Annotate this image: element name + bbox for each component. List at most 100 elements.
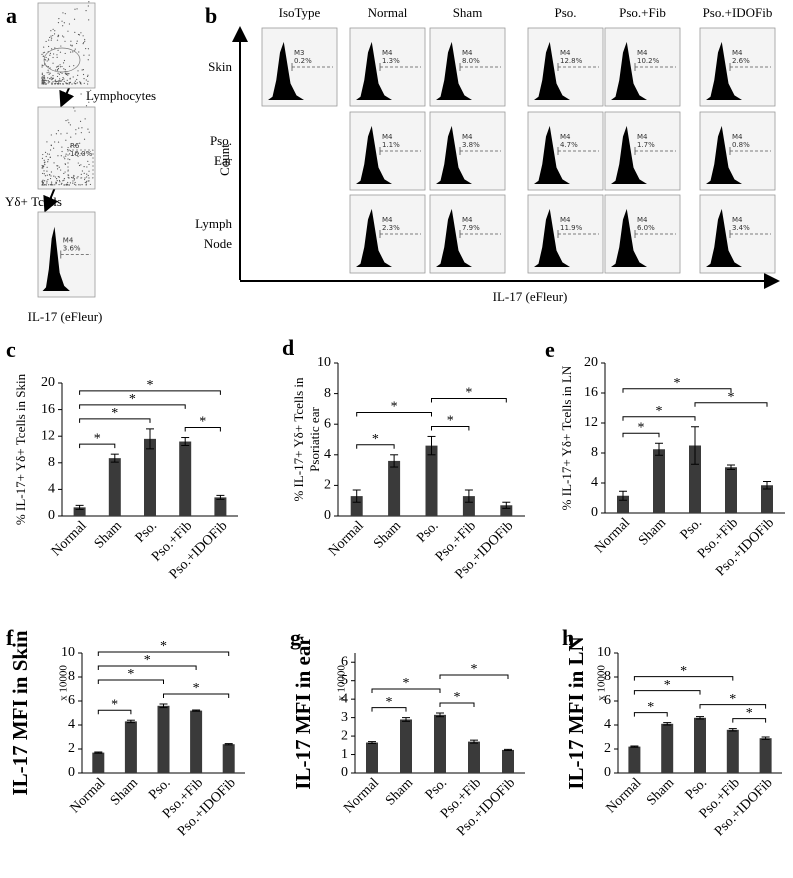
event-dot [69, 124, 71, 126]
event-dot [50, 76, 52, 78]
event-dot [51, 82, 53, 84]
histogram [436, 125, 472, 184]
significance-bracket [163, 693, 230, 698]
event-dot [67, 184, 69, 186]
event-dot [74, 153, 76, 155]
y-tick-label: 12 [584, 415, 598, 430]
event-dot [45, 184, 47, 186]
event-dot [68, 122, 70, 124]
event-dot [58, 18, 60, 20]
event-dot [85, 105, 88, 107]
gate-name: M4 [560, 216, 571, 224]
y-tick-label: 4 [341, 691, 348, 706]
event-dot [64, 163, 66, 165]
event-dot [47, 65, 49, 68]
event-dot [76, 40, 78, 42]
event-dot [70, 51, 72, 53]
event-dot [42, 153, 44, 156]
event-dot [50, 37, 53, 39]
bar [214, 497, 227, 516]
event-dot [63, 68, 65, 70]
y-tick-label: 8 [604, 669, 611, 684]
histogram [356, 208, 392, 267]
event-dot [43, 166, 45, 168]
event-dot [49, 36, 51, 39]
x-tick-label: Normal [592, 515, 633, 556]
event-dot [61, 79, 64, 81]
y-tick-label: 20 [584, 355, 598, 370]
event-dot [47, 77, 49, 79]
significance-bracket [622, 416, 696, 421]
event-dot [70, 44, 72, 46]
event-dot [55, 183, 57, 185]
event-dot [83, 152, 85, 155]
gate-name: M4 [382, 49, 393, 57]
event-dot [74, 110, 76, 112]
event-dot [83, 82, 85, 84]
y-tick-label: 6 [604, 693, 611, 708]
event-dot [60, 133, 62, 135]
event-dot [50, 175, 52, 177]
bar [425, 445, 438, 516]
gate-percent: 1.7% [637, 141, 655, 149]
event-dot [73, 175, 75, 177]
event-dot [45, 56, 47, 59]
event-dot [86, 166, 88, 168]
bar [144, 438, 156, 516]
gate-outline [67, 149, 94, 179]
y-tick-label: 4 [604, 717, 611, 732]
event-dot [76, 82, 78, 84]
event-dot [58, 73, 61, 75]
y-tick-label: 1 [341, 747, 348, 762]
event-dot [68, 83, 70, 85]
y-tick-label: 5 [341, 673, 348, 688]
event-dot [63, 22, 65, 24]
event-dot [43, 51, 46, 53]
event-dot [61, 72, 63, 74]
bar [759, 738, 772, 773]
gate-percent: 10.0% [70, 150, 93, 158]
panel-label: f [6, 625, 14, 650]
event-dot [60, 169, 62, 171]
event-dot [44, 79, 46, 82]
event-dot [64, 52, 66, 55]
bar [190, 710, 203, 773]
event-dot [74, 181, 76, 184]
event-dot [46, 182, 48, 184]
significance-label: * [144, 653, 151, 668]
event-dot [51, 184, 53, 186]
x-tick-label: Normal [326, 518, 367, 559]
event-dot [51, 78, 54, 80]
event-dot [61, 146, 63, 148]
event-dot [77, 33, 80, 36]
y-tick-label: 4 [68, 717, 75, 732]
gate-name: M4 [732, 216, 743, 224]
event-dot [53, 175, 55, 177]
significance-bracket [97, 665, 197, 670]
event-dot [67, 30, 69, 32]
event-dot [54, 80, 56, 82]
event-dot [63, 78, 65, 80]
event-dot [48, 81, 50, 83]
x-tick-label: Sham [371, 518, 404, 551]
x-tick-label: Normal [68, 775, 109, 816]
event-dot [43, 46, 45, 48]
y-tick-label: 16 [584, 385, 598, 400]
bar [400, 719, 412, 773]
event-dot [48, 59, 50, 61]
event-dot [88, 19, 90, 21]
event-dot [83, 54, 85, 56]
y-axis-label: % IL-17+ Yδ+ Tcells in LN [559, 365, 574, 510]
event-dot [89, 183, 92, 186]
significance-bracket [633, 712, 668, 717]
event-dot [49, 72, 51, 74]
event-dot [56, 56, 58, 58]
event-dot [83, 172, 85, 174]
event-dot [49, 156, 51, 158]
event-dot [69, 81, 71, 83]
bar [179, 441, 192, 516]
bar [725, 467, 737, 513]
event-dot [41, 164, 43, 167]
event-dot [50, 183, 53, 185]
event-dot [57, 141, 60, 143]
